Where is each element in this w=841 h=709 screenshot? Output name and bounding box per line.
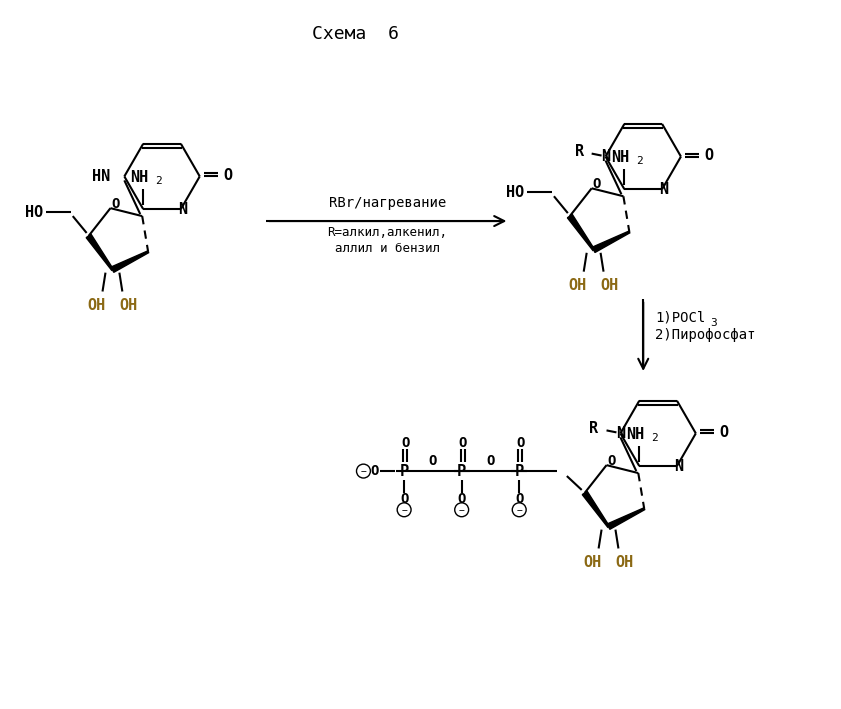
Text: O: O bbox=[224, 168, 233, 183]
Polygon shape bbox=[607, 508, 645, 530]
Text: −: − bbox=[458, 506, 464, 515]
Text: O: O bbox=[705, 148, 714, 163]
Text: N: N bbox=[601, 149, 610, 164]
Text: O: O bbox=[592, 177, 600, 191]
Text: O: O bbox=[515, 492, 523, 506]
Text: OH: OH bbox=[616, 555, 633, 570]
Text: O: O bbox=[607, 454, 616, 468]
Text: N: N bbox=[674, 459, 684, 474]
Text: O: O bbox=[401, 436, 410, 450]
Text: 2: 2 bbox=[155, 177, 161, 186]
Text: O: O bbox=[111, 197, 119, 211]
Text: O: O bbox=[486, 454, 495, 468]
Text: O: O bbox=[458, 436, 467, 450]
Text: N: N bbox=[616, 426, 625, 441]
Text: OH: OH bbox=[569, 278, 587, 293]
Text: −: − bbox=[516, 506, 522, 515]
Text: NH: NH bbox=[611, 150, 630, 165]
Text: P: P bbox=[458, 464, 466, 479]
Text: 2: 2 bbox=[651, 433, 658, 443]
Text: O: O bbox=[516, 436, 525, 450]
Text: OH: OH bbox=[600, 278, 619, 293]
Polygon shape bbox=[86, 234, 114, 270]
Text: OH: OH bbox=[87, 298, 106, 313]
Text: R: R bbox=[574, 144, 584, 159]
Text: N: N bbox=[659, 182, 669, 196]
Text: OH: OH bbox=[584, 555, 602, 570]
Text: −: − bbox=[401, 506, 407, 515]
Text: 2: 2 bbox=[637, 157, 643, 167]
Text: аллил и бензил: аллил и бензил bbox=[335, 242, 440, 255]
Text: O: O bbox=[400, 492, 409, 506]
Text: 3: 3 bbox=[711, 318, 717, 328]
Text: HN: HN bbox=[93, 169, 110, 184]
Text: O: O bbox=[720, 425, 729, 440]
Text: R: R bbox=[590, 421, 599, 436]
Polygon shape bbox=[582, 491, 610, 527]
Text: −: − bbox=[361, 467, 367, 477]
Text: NH: NH bbox=[130, 170, 148, 185]
Text: 1)POCl: 1)POCl bbox=[655, 311, 706, 324]
Text: NH: NH bbox=[627, 427, 644, 442]
Text: P: P bbox=[399, 464, 409, 479]
Text: P: P bbox=[515, 464, 524, 479]
Text: RBr/нагревание: RBr/нагревание bbox=[329, 196, 446, 210]
Text: OH: OH bbox=[119, 298, 137, 313]
Text: Схема  6: Схема 6 bbox=[312, 25, 399, 43]
Polygon shape bbox=[568, 214, 595, 250]
Text: O: O bbox=[370, 464, 378, 478]
Text: O: O bbox=[458, 492, 466, 506]
Text: HO: HO bbox=[506, 185, 524, 200]
Polygon shape bbox=[111, 251, 149, 272]
Text: O: O bbox=[429, 454, 437, 468]
Text: HO: HO bbox=[24, 205, 43, 220]
Polygon shape bbox=[592, 231, 630, 252]
Text: 2)Пирофосфат: 2)Пирофосфат bbox=[655, 328, 756, 342]
Text: R=алкил,алкенил,: R=алкил,алкенил, bbox=[327, 226, 447, 240]
Text: N: N bbox=[178, 201, 188, 216]
